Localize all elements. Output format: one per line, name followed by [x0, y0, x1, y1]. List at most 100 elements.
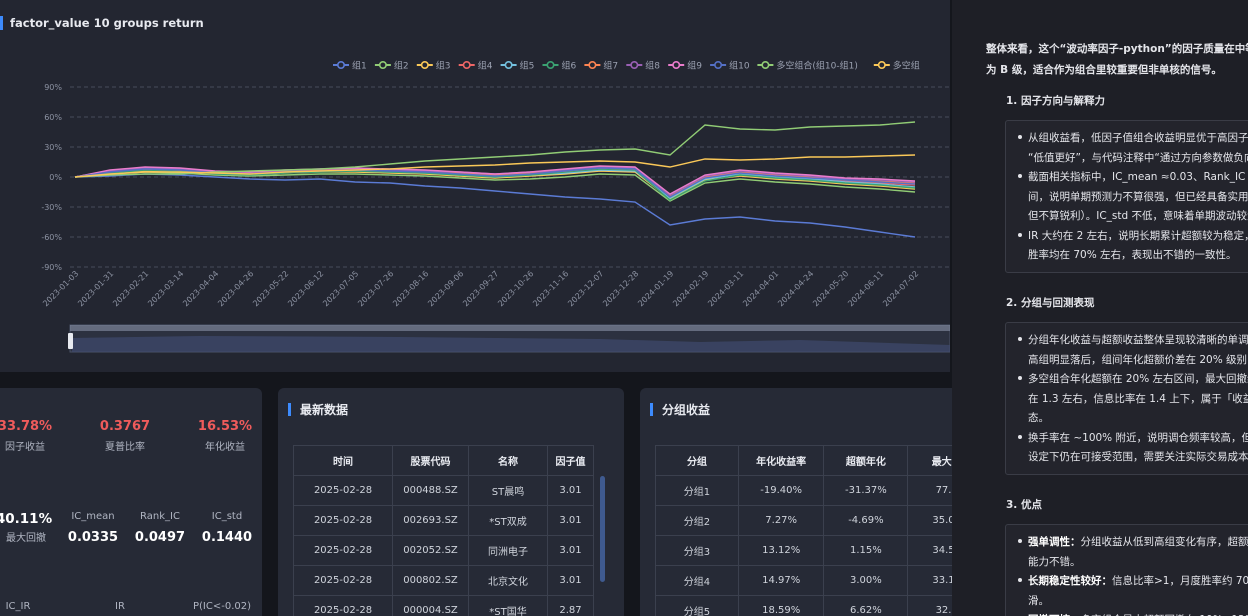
x-tick-label: 2024-04-24 — [776, 269, 815, 308]
table-cell: 分组5 — [655, 595, 739, 616]
table-cell: 1.15% — [823, 535, 909, 566]
x-tick-label: 2023-04-04 — [181, 269, 220, 308]
table-cell: 2025-02-28 — [293, 565, 393, 596]
metric-value: 16.53% — [197, 419, 253, 434]
column-header: 名称 — [468, 445, 548, 476]
bullet-line: 多空组合年化超额在 20% 左右区间，最大回撤约 — [1028, 371, 1248, 386]
bullet-line: 滑。 — [1028, 593, 1049, 608]
bullet-line: 间，说明单期预测力不算很强，但已经具备实用价 — [1028, 189, 1248, 204]
legend-label: 组6 — [562, 60, 577, 72]
bullet-line: 在 1.3 左右，信息比率在 1.4 上下，属于「收益/风 — [1028, 391, 1248, 406]
bullet-text: 但不算锐利）。IC_std 不低，意味着单期波动较大 — [1028, 210, 1248, 222]
metric-value: 33.78% — [0, 419, 53, 434]
table-cell: -4.69% — [823, 505, 909, 536]
bullet-line: “低值更好”，与代码注释中“通过方向参数做负向处 — [1028, 150, 1248, 165]
bullet-dot — [1018, 434, 1022, 439]
bullet-line: 设定下仍在可接受范围，需要关注实际交易成本。 — [1028, 449, 1248, 464]
zoom-bar[interactable] — [70, 325, 950, 331]
table-cell: -19.40% — [737, 475, 825, 506]
legend-icon — [714, 60, 723, 69]
y-tick-label: -60% — [41, 233, 62, 242]
y-tick-label: 60% — [44, 113, 62, 122]
bullet-text: 态。 — [1028, 412, 1049, 424]
legend-icon — [877, 60, 886, 69]
legend-label: 组3 — [436, 60, 451, 72]
table-cell: 分组2 — [655, 505, 739, 536]
bullet-text: 高组明显落后，组间年化超额价差在 20% 级别，说 — [1028, 353, 1248, 366]
table-row: 2025-02-28 000802.SZ 北京文化 3.01 — [293, 565, 594, 596]
table-cell: 000802.SZ — [392, 565, 469, 596]
table-row: 分组4 14.97% 3.00% 33.12 — [655, 565, 986, 596]
column-header: 股票代码 — [392, 445, 469, 476]
legend-label: 组10 — [729, 60, 750, 72]
series-line — [74, 121, 916, 178]
legend-label: 组2 — [394, 60, 409, 72]
legend-icon — [672, 60, 681, 69]
table-cell: 3.01 — [547, 565, 594, 596]
bullet-text: 能力不错。 — [1028, 555, 1081, 568]
y-tick-label: 0% — [49, 173, 62, 182]
bullet-text: 间，说明单期预测力不算很强，但已经具备实用价 — [1028, 190, 1248, 203]
title-bar — [0, 16, 3, 30]
table-cell: 14.97% — [737, 565, 825, 596]
latest-card: 最新数据时间 股票代码 名称 因子值 2025-02-28 000488.SZ ST晨鸣 3.… — [278, 388, 624, 616]
section-heading: 1. 因子方向与解释力 — [1006, 95, 1105, 107]
section-heading: 2. 分组与回测表现 — [1006, 297, 1095, 309]
table-cell: 分组4 — [655, 565, 739, 596]
bullet-dot — [1018, 135, 1022, 139]
table-cell: 3.01 — [547, 475, 594, 506]
metric-value: 0.3767 — [99, 419, 151, 434]
chart-title: factor_value 10 groups return — [10, 16, 204, 31]
table-cell: 3.01 — [547, 535, 594, 566]
bullet-bold: 长期稳定性较好： — [1028, 575, 1112, 587]
bullet-text: 从组收益看，低因子值组合收益明显优于高因子值 — [1028, 132, 1248, 144]
title-bar — [650, 403, 653, 416]
bullet-dot — [1018, 232, 1022, 237]
bullet-line: 高组明显落后，组间年化超额价差在 20% 级别，说 — [1028, 352, 1248, 367]
table-cell: 18.59% — [737, 595, 825, 616]
table-cell: 002693.SZ — [392, 505, 469, 536]
zoom-handle[interactable] — [68, 333, 73, 349]
bullet-text: 分组收益从低到高组变化有序，超额 — [1080, 536, 1248, 548]
series-line — [74, 165, 916, 195]
legend-icon — [336, 60, 345, 69]
table-cell: 3.01 — [547, 505, 594, 536]
x-tick-label: 2023-03-14 — [146, 269, 185, 308]
x-tick-label: 2024-01-19 — [636, 269, 675, 308]
table-cell: 2025-02-28 — [293, 505, 393, 536]
column-header: 时间 — [293, 445, 393, 476]
table-cell: 2025-02-28 — [293, 535, 393, 566]
table-cell: *ST双成 — [468, 505, 548, 536]
table-row: 分组2 7.27% -4.69% 35.01 — [655, 505, 986, 536]
legend-icon — [546, 60, 555, 69]
bullet-dot — [1018, 376, 1022, 380]
header-row: 时间 股票代码 名称 因子值 — [293, 445, 594, 476]
x-tick-label: 2024-03-11 — [706, 269, 745, 308]
table-cell: 北京文化 — [468, 565, 548, 596]
metric-value: 0.0335 — [67, 530, 119, 545]
table-cell: 2025-02-28 — [293, 595, 393, 616]
bullet-box — [1005, 524, 1248, 616]
x-tick-label: 2024-07-02 — [881, 269, 920, 308]
table-row: 2025-02-28 002693.SZ *ST双成 3.01 — [293, 505, 594, 536]
metrics-card: 33.78% 因子收益 0.3767 夏普比率 16.53% 年化收益 40.11% 最大回撤… — [0, 388, 262, 616]
table-cell: 13.12% — [737, 535, 825, 566]
metric-label: 因子收益 — [5, 442, 45, 453]
x-tick-label: 2024-05-20 — [811, 269, 850, 308]
bullet-line: 分组年化收益与超额收益整体呈现较清晰的单调结 — [1028, 332, 1248, 347]
bullet-line: 回撤可控：多空组合最大超额回撤在 10%~12% 区 — [1028, 612, 1248, 616]
table-row: 2025-02-28 000488.SZ ST晨鸣 3.01 — [293, 475, 594, 506]
card-title: 最新数据 — [300, 403, 349, 417]
x-tick-label: 2023-09-06 — [426, 269, 465, 308]
scrollbar[interactable] — [600, 476, 605, 582]
x-tick-label: 2023-01-31 — [76, 269, 115, 308]
x-tick-label: 2023-07-26 — [356, 269, 395, 308]
bullet-line: 但不算锐利）。IC_std 不低，意味着单期波动较大 — [1028, 208, 1248, 223]
x-tick-label: 2023-12-07 — [566, 269, 605, 308]
x-tick-label: 2023-02-21 — [111, 269, 150, 308]
metric-label: 最大回撤 — [6, 533, 46, 544]
section-heading: 3. 优点 — [1006, 499, 1042, 511]
bullet-line: 胜率均在 70% 左右，表现出不错的一致性。 — [1028, 247, 1237, 262]
y-tick-label: 30% — [44, 143, 62, 152]
